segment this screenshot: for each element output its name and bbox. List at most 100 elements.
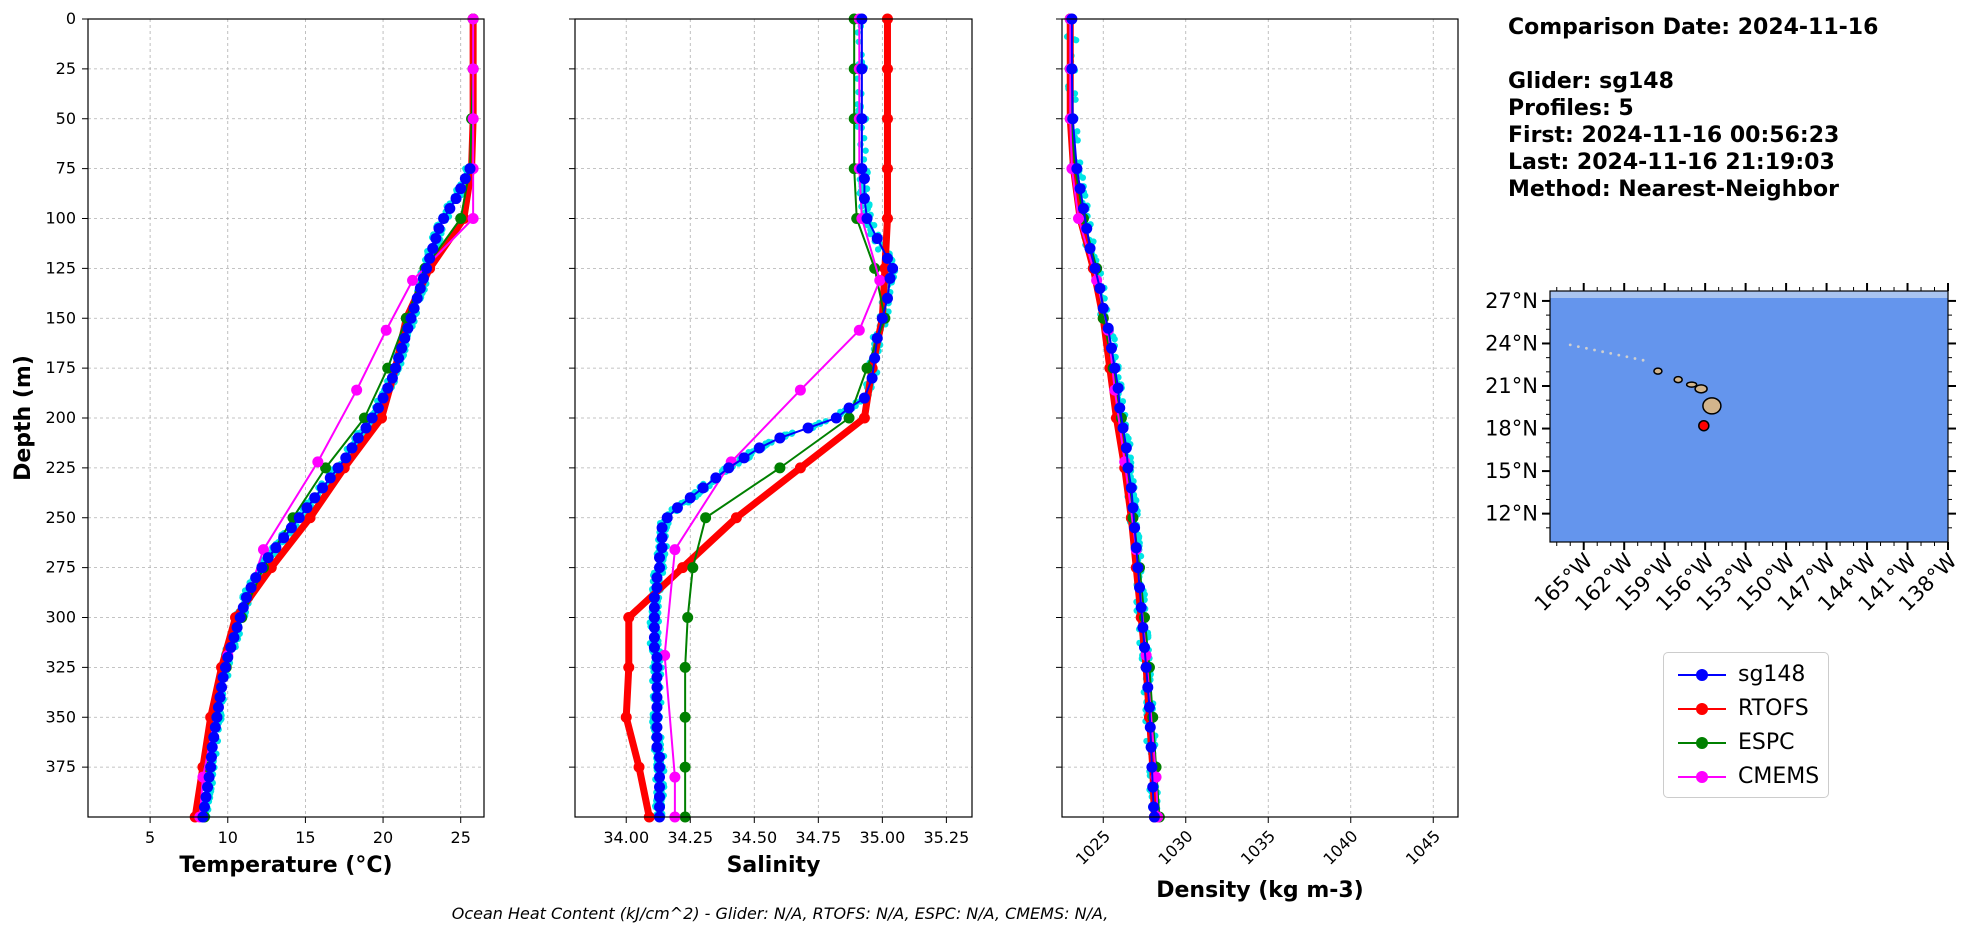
data-point bbox=[654, 781, 666, 793]
legend-item-rtofs: RTOFS bbox=[1672, 693, 1822, 725]
lat-tick-label: 21°N bbox=[1485, 374, 1538, 398]
y-tick-label: 100 bbox=[45, 209, 76, 228]
data-point bbox=[843, 402, 855, 414]
y-tick-label: 25 bbox=[56, 59, 76, 78]
data-point bbox=[444, 203, 456, 215]
data-point bbox=[858, 392, 870, 404]
data-point bbox=[382, 382, 394, 394]
data-point bbox=[304, 512, 316, 524]
data-point bbox=[648, 631, 660, 643]
data-point bbox=[358, 412, 370, 424]
x-axis: 34.00 34.25 34.50 34.75 35.00 35.25 bbox=[603, 817, 969, 847]
data-point bbox=[1120, 442, 1132, 454]
data-point bbox=[1129, 522, 1141, 534]
data-point bbox=[205, 751, 217, 763]
data-point bbox=[219, 661, 231, 673]
x-tick-label: 1025 bbox=[1072, 826, 1114, 868]
data-point bbox=[730, 512, 742, 524]
data-point bbox=[399, 332, 411, 344]
data-point bbox=[651, 651, 663, 663]
data-point bbox=[661, 512, 673, 524]
data-point bbox=[1134, 582, 1146, 594]
data-point bbox=[861, 213, 873, 224]
island bbox=[1694, 384, 1708, 394]
data-point bbox=[656, 542, 668, 554]
data-point bbox=[881, 292, 893, 304]
data-point bbox=[1097, 302, 1109, 314]
data-point bbox=[396, 342, 408, 354]
data-point bbox=[206, 741, 218, 753]
data-point bbox=[648, 592, 660, 604]
data-point bbox=[648, 621, 660, 633]
data-point bbox=[651, 691, 663, 703]
data-point bbox=[1139, 612, 1150, 623]
data-point bbox=[774, 432, 786, 444]
data-point bbox=[881, 113, 893, 125]
y-axis bbox=[569, 18, 575, 768]
data-point bbox=[881, 252, 893, 264]
legend-label: RTOFS bbox=[1738, 696, 1809, 721]
data-point bbox=[648, 612, 660, 623]
data-point bbox=[651, 671, 663, 683]
data-point bbox=[656, 532, 668, 544]
data-point bbox=[386, 372, 398, 384]
y-tick-label: 350 bbox=[45, 707, 76, 726]
x-tick-label: 25 bbox=[451, 828, 471, 847]
data-point bbox=[1125, 482, 1137, 494]
island bbox=[1673, 375, 1683, 384]
legend: sg148 RTOFS ESPC CMEMS bbox=[1663, 652, 1829, 798]
data-point bbox=[853, 324, 865, 336]
data-point bbox=[316, 482, 328, 494]
data-point bbox=[879, 262, 891, 274]
data-point bbox=[198, 801, 210, 813]
y-tick-label: 300 bbox=[45, 608, 76, 627]
islet bbox=[1633, 357, 1637, 360]
density-panel: 1025 1030 1035 1040 1045 Density (kg m-3) bbox=[1056, 13, 1459, 903]
data-point bbox=[217, 671, 229, 683]
data-point bbox=[874, 274, 886, 286]
x-axis: 5 10 15 20 25 bbox=[145, 817, 471, 847]
x-tick-label: 34.00 bbox=[603, 828, 649, 847]
data-point bbox=[455, 183, 467, 195]
data-point bbox=[843, 412, 855, 424]
data-point bbox=[459, 173, 471, 185]
data-point bbox=[212, 701, 224, 713]
data-point bbox=[651, 721, 663, 733]
legend-label: ESPC bbox=[1738, 730, 1795, 755]
y-tick-label: 375 bbox=[45, 757, 76, 776]
data-point bbox=[1139, 641, 1150, 653]
data-point bbox=[262, 552, 274, 564]
data-point bbox=[366, 412, 378, 424]
islet bbox=[1625, 355, 1629, 359]
x-tick-label: 20 bbox=[373, 828, 393, 847]
legend-marker bbox=[1696, 669, 1708, 681]
data-point bbox=[265, 562, 277, 574]
lat-tick-label: 27°N bbox=[1485, 289, 1538, 313]
data-point bbox=[377, 392, 389, 404]
series-rtofs bbox=[1064, 13, 1160, 823]
data-point bbox=[1148, 801, 1160, 813]
x-tick-label: 34.50 bbox=[731, 828, 777, 847]
islet bbox=[1601, 350, 1605, 354]
comparison-info: Comparison Date: 2024-11-16 Glider: sg14… bbox=[1508, 14, 1878, 203]
islet bbox=[1568, 343, 1572, 347]
data-point bbox=[723, 462, 735, 474]
data-point bbox=[1067, 113, 1079, 125]
data-point bbox=[332, 462, 344, 474]
data-point bbox=[1112, 382, 1124, 394]
x-tick-label: 35.25 bbox=[923, 828, 969, 847]
method: Method: Nearest-Neighbor bbox=[1508, 177, 1839, 202]
last-time: Last: 2024-11-16 21:19:03 bbox=[1508, 150, 1835, 175]
data-point bbox=[270, 542, 282, 554]
x-tick-label: 35.00 bbox=[859, 828, 905, 847]
data-point bbox=[794, 384, 806, 396]
data-point bbox=[679, 761, 691, 773]
data-point bbox=[407, 274, 419, 286]
data-point bbox=[414, 282, 426, 294]
raw-point bbox=[1074, 128, 1081, 135]
data-point bbox=[380, 324, 392, 336]
data-point bbox=[250, 572, 262, 584]
data-point bbox=[1135, 602, 1147, 614]
data-point bbox=[228, 631, 240, 643]
data-point bbox=[1114, 402, 1126, 414]
